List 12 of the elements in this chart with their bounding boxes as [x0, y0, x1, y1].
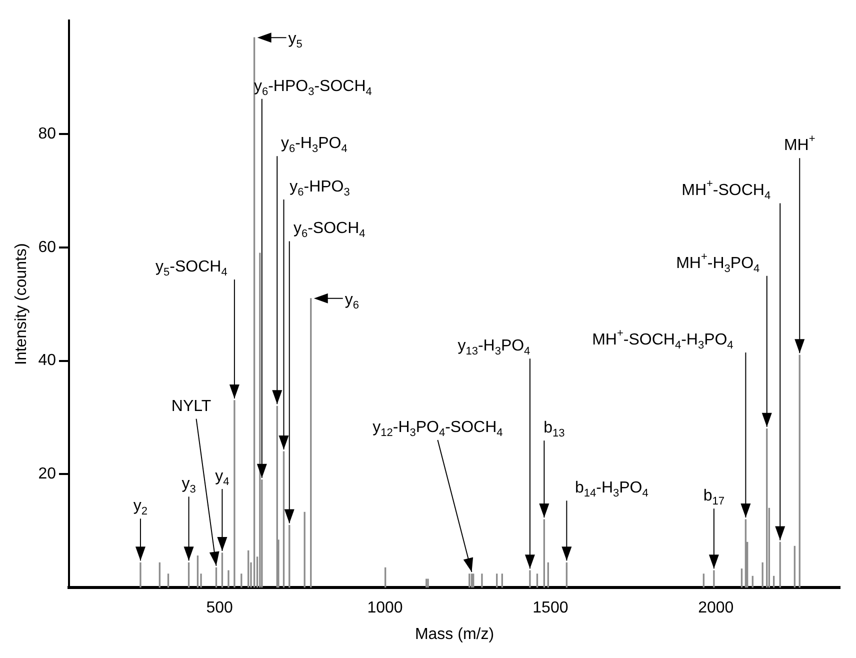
x-tick-label: 1500	[532, 600, 568, 617]
annotation: NYLT	[171, 398, 212, 415]
annotation: MH+	[784, 133, 816, 154]
x-axis-title: Mass (m/z)	[414, 626, 494, 643]
x-tick-label: 2000	[698, 600, 734, 617]
x-tick-label: 1000	[367, 600, 403, 617]
y-tick-label: 40	[38, 352, 56, 370]
x-tick-label: 500	[206, 600, 234, 617]
y-tick-label: 80	[38, 125, 56, 142]
y-tick-label: 60	[38, 238, 56, 256]
y-axis-title: Intensity (counts)	[13, 243, 30, 366]
y-tick-label: 20	[38, 466, 56, 483]
